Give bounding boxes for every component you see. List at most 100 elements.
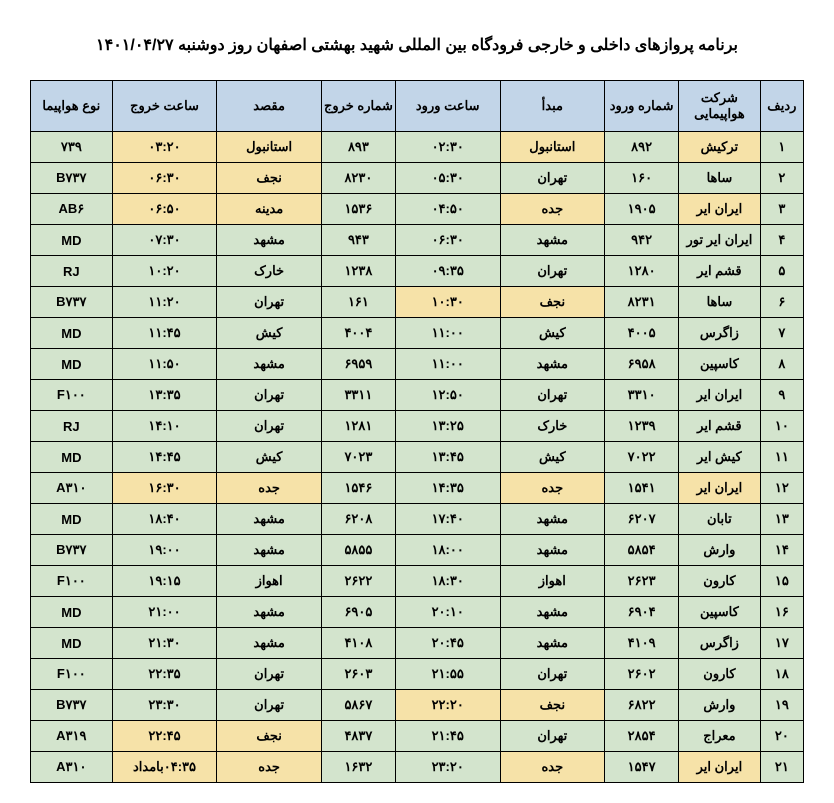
cell-origin: خارک: [500, 411, 605, 442]
cell-departure-num: ۱۵۳۶: [321, 194, 395, 225]
table-row: ۱۸کارون۲۶۰۲تهران۲۱:۵۵۲۶۰۳تهران۲۲:۳۵F۱۰۰: [31, 659, 804, 690]
cell-rownum: ۱۱: [760, 442, 803, 473]
cell-origin: کیش: [500, 318, 605, 349]
cell-arrival-num: ۹۴۲: [605, 225, 679, 256]
cell-departure-num: ۲۶۰۳: [321, 659, 395, 690]
cell-arrival-num: ۲۶۲۳: [605, 566, 679, 597]
cell-departure-time: ۲۱:۳۰: [112, 628, 217, 659]
cell-destination: مشهد: [217, 597, 322, 628]
cell-departure-num: ۵۸۶۷: [321, 690, 395, 721]
cell-rownum: ۱۶: [760, 597, 803, 628]
cell-departure-time: ۱۶:۳۰: [112, 473, 217, 504]
cell-destination: مشهد: [217, 225, 322, 256]
cell-origin: تهران: [500, 659, 605, 690]
cell-arrival-time: ۱۳:۲۵: [395, 411, 500, 442]
cell-airline: کاسپین: [679, 349, 761, 380]
cell-departure-time: ۲۱:۰۰: [112, 597, 217, 628]
table-row: ۳ایران ایر۱۹۰۵جده۰۴:۵۰۱۵۳۶مدینه۰۶:۵۰AB۶: [31, 194, 804, 225]
cell-departure-num: ۵۸۵۵: [321, 535, 395, 566]
cell-destination: اهواز: [217, 566, 322, 597]
cell-arrival-time: ۰۴:۵۰: [395, 194, 500, 225]
cell-aircraft: F۱۰۰: [31, 380, 113, 411]
cell-rownum: ۱۷: [760, 628, 803, 659]
cell-departure-num: ۲۶۲۲: [321, 566, 395, 597]
cell-arrival-num: ۴۰۰۵: [605, 318, 679, 349]
cell-origin: استانبول: [500, 132, 605, 163]
cell-origin: مشهد: [500, 504, 605, 535]
cell-airline: وارش: [679, 535, 761, 566]
cell-arrival-num: ۶۹۰۴: [605, 597, 679, 628]
cell-arrival-time: ۲۳:۲۰: [395, 752, 500, 783]
cell-destination: مدینه: [217, 194, 322, 225]
cell-origin: مشهد: [500, 628, 605, 659]
cell-aircraft: A۳۱۰: [31, 752, 113, 783]
table-row: ۵قشم ایر۱۲۸۰تهران۰۹:۳۵۱۲۳۸خارک۱۰:۲۰RJ: [31, 256, 804, 287]
cell-destination: نجف: [217, 163, 322, 194]
cell-airline: ایران ایر: [679, 380, 761, 411]
cell-destination: تهران: [217, 659, 322, 690]
cell-airline: کاسپین: [679, 597, 761, 628]
table-row: ۸کاسپین۶۹۵۸مشهد۱۱:۰۰۶۹۵۹مشهد۱۱:۵۰MD: [31, 349, 804, 380]
header-arrival-time: ساعت ورود: [395, 81, 500, 132]
header-departure-num: شماره خروج: [321, 81, 395, 132]
cell-arrival-time: ۰۹:۳۵: [395, 256, 500, 287]
cell-aircraft: B۷۳۷: [31, 287, 113, 318]
cell-departure-time: ۱۸:۴۰: [112, 504, 217, 535]
cell-departure-num: ۶۲۰۸: [321, 504, 395, 535]
cell-airline: تابان: [679, 504, 761, 535]
cell-airline: زاگرس: [679, 318, 761, 349]
cell-rownum: ۶: [760, 287, 803, 318]
cell-arrival-time: ۱۱:۰۰: [395, 349, 500, 380]
cell-rownum: ۲: [760, 163, 803, 194]
header-row: ردیف شرکت هواپیمایی شماره ورود مبدأ ساعت…: [31, 81, 804, 132]
cell-airline: زاگرس: [679, 628, 761, 659]
header-arrival-num: شماره ورود: [605, 81, 679, 132]
cell-departure-num: ۱۶۳۲: [321, 752, 395, 783]
table-row: ۷زاگرس۴۰۰۵کیش۱۱:۰۰۴۰۰۴کیش۱۱:۴۵MD: [31, 318, 804, 349]
cell-departure-num: ۴۸۳۷: [321, 721, 395, 752]
cell-rownum: ۱۸: [760, 659, 803, 690]
cell-aircraft: MD: [31, 597, 113, 628]
cell-destination: کیش: [217, 442, 322, 473]
cell-departure-num: ۱۵۴۶: [321, 473, 395, 504]
cell-arrival-time: ۱۱:۰۰: [395, 318, 500, 349]
cell-departure-time: ۱۱:۵۰: [112, 349, 217, 380]
cell-departure-time: ۱۹:۰۰: [112, 535, 217, 566]
table-row: ۱۴وارش۵۸۵۴مشهد۱۸:۰۰۵۸۵۵مشهد۱۹:۰۰B۷۳۷: [31, 535, 804, 566]
cell-arrival-num: ۲۸۵۴: [605, 721, 679, 752]
cell-airline: وارش: [679, 690, 761, 721]
cell-arrival-num: ۱۶۰: [605, 163, 679, 194]
cell-origin: تهران: [500, 721, 605, 752]
cell-departure-num: ۸۲۳۰: [321, 163, 395, 194]
cell-origin: مشهد: [500, 597, 605, 628]
cell-departure-time: ۲۳:۳۰: [112, 690, 217, 721]
cell-aircraft: F۱۰۰: [31, 566, 113, 597]
table-row: ۹ایران ایر۳۳۱۰تهران۱۲:۵۰۳۳۱۱تهران۱۳:۳۵F۱…: [31, 380, 804, 411]
cell-origin: اهواز: [500, 566, 605, 597]
table-row: ۱۱کیش ایر۷۰۲۲کیش۱۳:۴۵۷۰۲۳کیش۱۴:۴۵MD: [31, 442, 804, 473]
cell-arrival-num: ۸۹۲: [605, 132, 679, 163]
cell-airline: ایران ایر: [679, 473, 761, 504]
cell-aircraft: RJ: [31, 256, 113, 287]
cell-airline: ایران ایر تور: [679, 225, 761, 256]
cell-destination: مشهد: [217, 535, 322, 566]
cell-airline: کارون: [679, 566, 761, 597]
cell-arrival-num: ۶۲۰۷: [605, 504, 679, 535]
cell-arrival-num: ۱۲۳۹: [605, 411, 679, 442]
cell-arrival-time: ۲۰:۴۵: [395, 628, 500, 659]
cell-departure-num: ۷۰۲۳: [321, 442, 395, 473]
cell-rownum: ۱۰: [760, 411, 803, 442]
cell-rownum: ۴: [760, 225, 803, 256]
table-row: ۱۷زاگرس۴۱۰۹مشهد۲۰:۴۵۴۱۰۸مشهد۲۱:۳۰MD: [31, 628, 804, 659]
cell-aircraft: A۳۱۰: [31, 473, 113, 504]
cell-departure-num: ۶۹۰۵: [321, 597, 395, 628]
cell-arrival-num: ۵۸۵۴: [605, 535, 679, 566]
cell-arrival-num: ۷۰۲۲: [605, 442, 679, 473]
cell-origin: جده: [500, 752, 605, 783]
cell-airline: ساها: [679, 287, 761, 318]
cell-airline: ترکیش: [679, 132, 761, 163]
cell-rownum: ۱۴: [760, 535, 803, 566]
header-origin: مبدأ: [500, 81, 605, 132]
cell-aircraft: B۷۳۷: [31, 535, 113, 566]
cell-departure-time: ۰۳:۲۰: [112, 132, 217, 163]
